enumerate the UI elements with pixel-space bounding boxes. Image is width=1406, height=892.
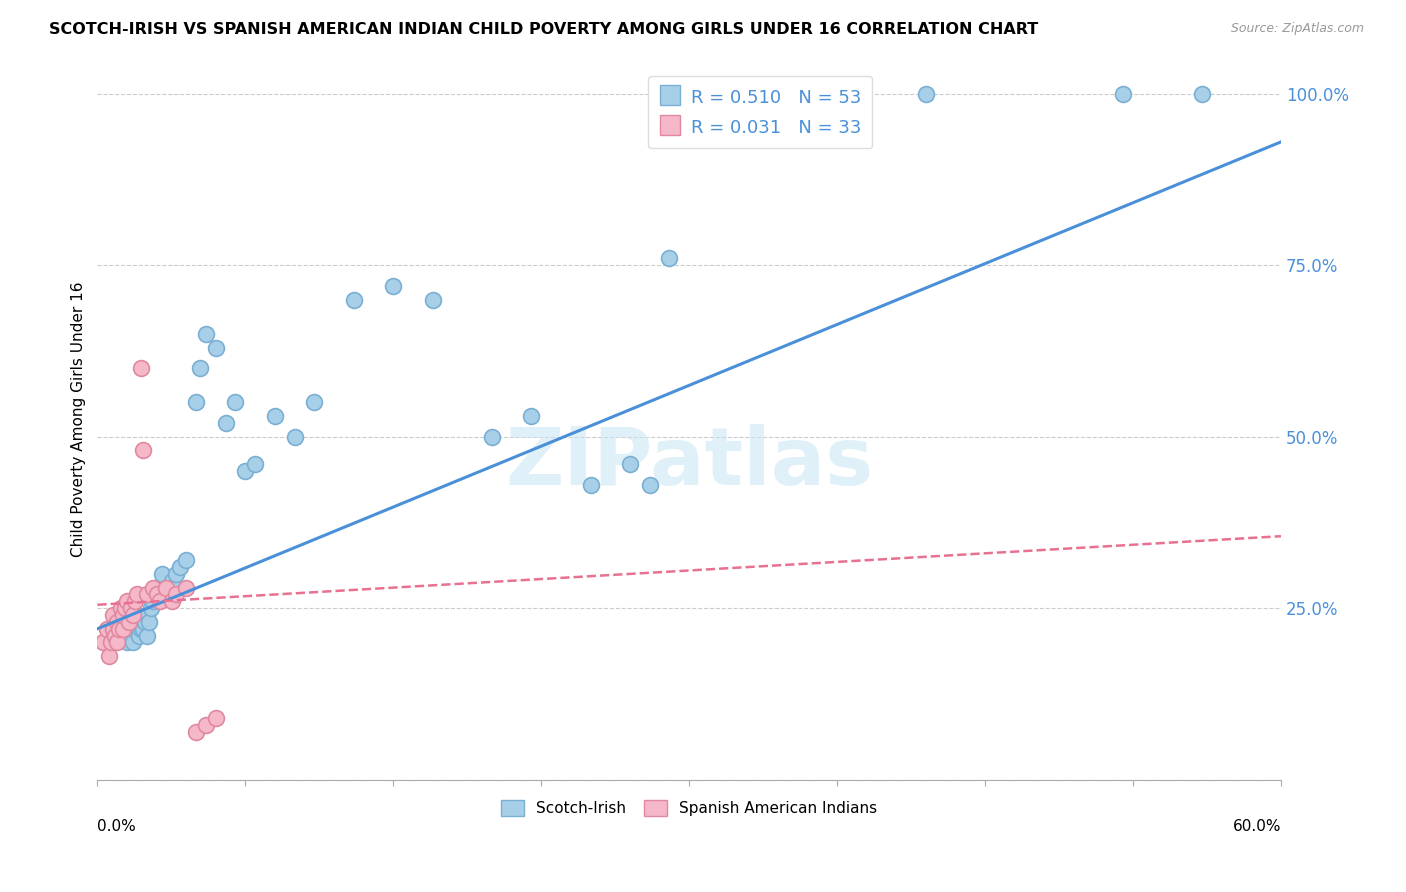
- Point: [152, 566, 174, 581]
- Point: [194, 718, 217, 732]
- Point: [110, 601, 132, 615]
- Point: [118, 622, 141, 636]
- Point: [142, 594, 165, 608]
- Point: [118, 615, 141, 629]
- Point: [96, 635, 118, 649]
- Text: 60.0%: 60.0%: [1233, 819, 1281, 834]
- Point: [224, 395, 246, 409]
- Point: [264, 409, 287, 424]
- Point: [124, 594, 146, 608]
- Point: [111, 622, 134, 636]
- Point: [145, 587, 167, 601]
- Point: [135, 629, 157, 643]
- Point: [111, 608, 134, 623]
- Point: [110, 629, 132, 643]
- Point: [162, 594, 184, 608]
- Point: [105, 635, 128, 649]
- Point: [101, 629, 124, 643]
- Y-axis label: Child Poverty Among Girls Under 16: Child Poverty Among Girls Under 16: [72, 282, 86, 558]
- Point: [184, 395, 207, 409]
- Point: [162, 574, 184, 588]
- Point: [243, 457, 266, 471]
- Point: [579, 477, 602, 491]
- Point: [96, 622, 118, 636]
- Point: [134, 615, 156, 629]
- Point: [165, 587, 187, 601]
- Point: [120, 629, 142, 643]
- Text: SCOTCH-IRISH VS SPANISH AMERICAN INDIAN CHILD POVERTY AMONG GIRLS UNDER 16 CORRE: SCOTCH-IRISH VS SPANISH AMERICAN INDIAN …: [49, 22, 1039, 37]
- Point: [1112, 87, 1135, 101]
- Point: [284, 430, 307, 444]
- Point: [129, 361, 152, 376]
- Point: [174, 553, 197, 567]
- Point: [135, 608, 157, 623]
- Point: [638, 477, 661, 491]
- Point: [101, 622, 124, 636]
- Point: [155, 581, 177, 595]
- Point: [204, 341, 226, 355]
- Point: [142, 581, 165, 595]
- Point: [145, 587, 167, 601]
- Point: [214, 416, 236, 430]
- Point: [100, 635, 122, 649]
- Point: [520, 409, 543, 424]
- Point: [481, 430, 503, 444]
- Point: [233, 464, 256, 478]
- Point: [125, 608, 148, 623]
- Point: [658, 252, 681, 266]
- Point: [121, 635, 143, 649]
- Point: [105, 622, 128, 636]
- Point: [105, 615, 128, 629]
- Point: [149, 587, 172, 601]
- Point: [125, 587, 148, 601]
- Point: [915, 87, 938, 101]
- Point: [184, 724, 207, 739]
- Text: 0.0%: 0.0%: [97, 819, 136, 834]
- Point: [128, 629, 150, 643]
- Point: [135, 587, 157, 601]
- Point: [619, 457, 641, 471]
- Point: [111, 615, 134, 629]
- Point: [194, 326, 217, 341]
- Point: [120, 601, 142, 615]
- Text: ZIPatlas: ZIPatlas: [505, 424, 873, 502]
- Point: [132, 443, 155, 458]
- Point: [98, 649, 121, 664]
- Point: [145, 581, 167, 595]
- Point: [165, 566, 187, 581]
- Point: [304, 395, 326, 409]
- Point: [382, 279, 405, 293]
- Point: [121, 622, 143, 636]
- Point: [129, 622, 152, 636]
- Point: [138, 615, 160, 629]
- Point: [115, 635, 138, 649]
- Point: [115, 594, 138, 608]
- Point: [422, 293, 444, 307]
- Legend: Scotch-Irish, Spanish American Indians: Scotch-Irish, Spanish American Indians: [495, 794, 883, 822]
- Point: [204, 711, 226, 725]
- Point: [91, 635, 114, 649]
- Point: [343, 293, 366, 307]
- Point: [174, 581, 197, 595]
- Point: [1191, 87, 1213, 101]
- Point: [155, 581, 177, 595]
- Point: [149, 594, 172, 608]
- Point: [169, 560, 191, 574]
- Text: Source: ZipAtlas.com: Source: ZipAtlas.com: [1230, 22, 1364, 36]
- Point: [121, 608, 143, 623]
- Point: [101, 608, 124, 623]
- Point: [108, 622, 131, 636]
- Point: [132, 622, 155, 636]
- Point: [125, 622, 148, 636]
- Point: [139, 601, 162, 615]
- Point: [104, 629, 127, 643]
- Point: [188, 361, 211, 376]
- Point: [114, 601, 136, 615]
